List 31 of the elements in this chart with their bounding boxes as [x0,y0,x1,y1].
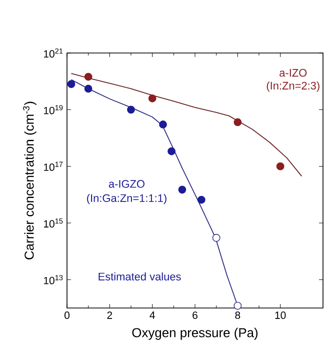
point [234,118,242,126]
x-axis-title: Oxygen pressure (Pa) [132,328,258,340]
point [84,72,92,81]
annotation: a-IGZO [108,180,144,188]
annotation: Estimated values [98,272,181,280]
point [67,80,76,88]
annotation: a-IZO [280,68,307,77]
y-tick-label: 10$^{17}$ [44,162,63,171]
x-tick-label: 10 [275,312,286,319]
annotation: (In:Ga:Zn=1:1:1) [87,194,166,204]
point [159,120,167,128]
annotation: (In:Zn=2:3) [266,82,320,92]
point [212,234,220,242]
point [197,196,206,204]
point [276,162,284,170]
y-tick-label: 10$^{19}$ [44,105,63,114]
x-tick-label: 6 [192,312,198,319]
y-tick-label: 10$^{21}$ [44,48,63,58]
y-tick-label: 10$^{15}$ [44,218,63,228]
y-axis-title: Carrier concentration (cm$^{-3}$) [23,102,36,260]
x-tick-label: 4 [150,312,155,319]
x-tick-label: 8 [235,312,240,319]
point [84,84,92,93]
x-tick-label: 0 [64,312,70,319]
point [178,186,186,194]
y-tick-label: 10$^{13}$ [44,275,63,284]
x-tick-label: 2 [107,312,112,319]
point [168,147,176,156]
point [234,302,242,310]
point [127,106,135,114]
point [148,94,156,102]
